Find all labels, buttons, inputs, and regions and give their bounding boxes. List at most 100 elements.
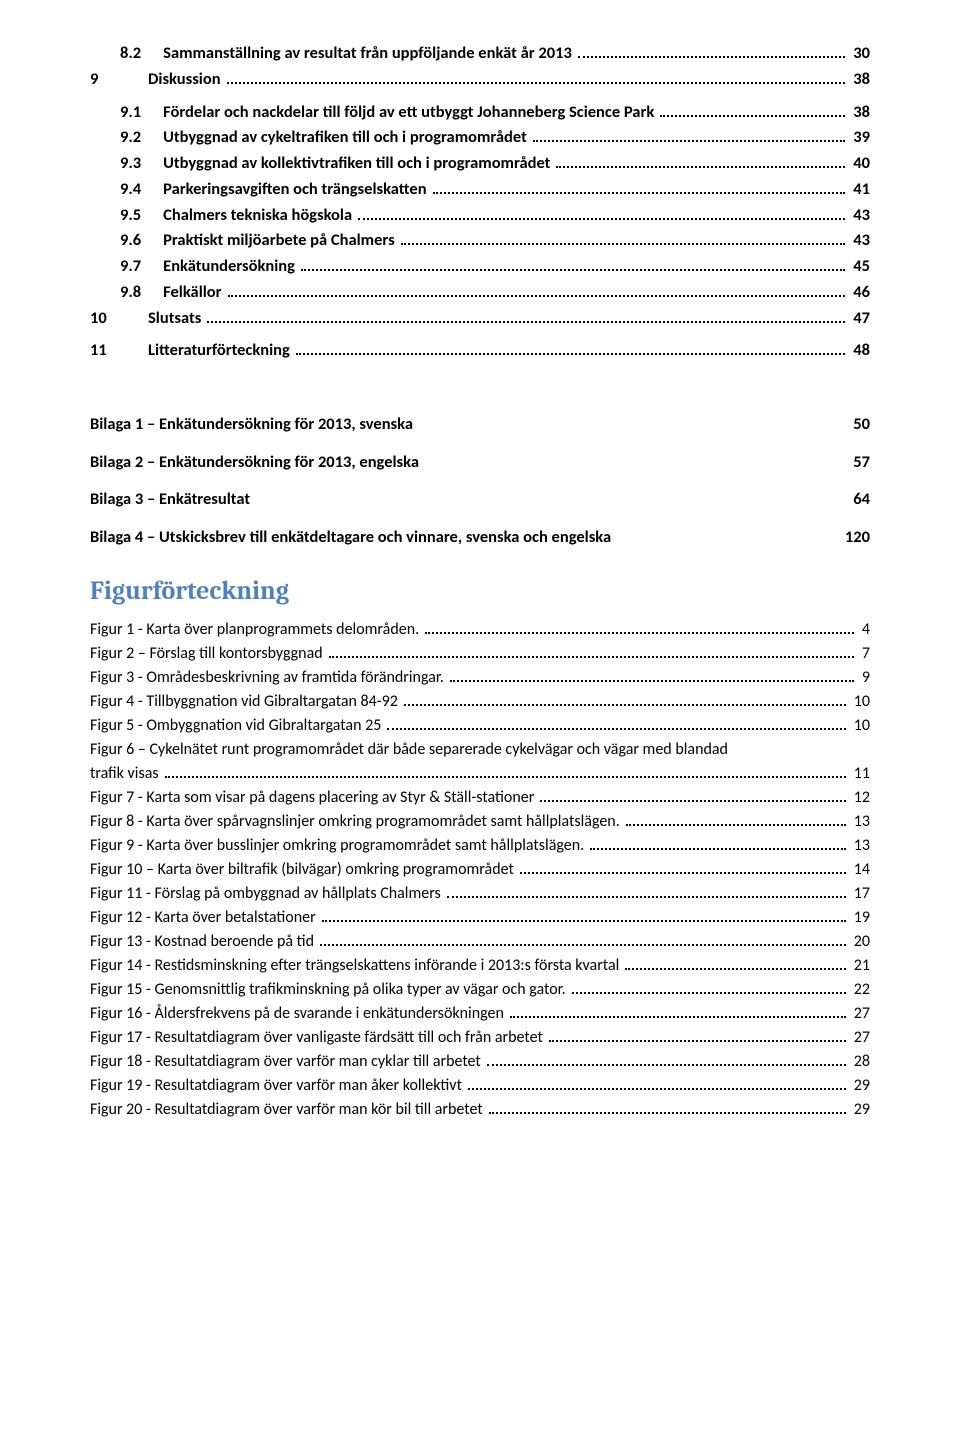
figure-entry: Figur 15 - Genomsnittlig trafikminskning… [90,978,870,1002]
figure-leader [165,763,846,778]
figure-label: Figur 17 - Resultatdiagram över vanligas… [90,1026,543,1050]
figure-leader [450,667,854,682]
figure-label-line2: trafik visas [90,762,159,786]
toc-label: Parkeringsavgiften och trängselskatten [163,177,426,202]
figure-label: Figur 2 – Förslag till kontorsbyggnad [90,642,323,666]
toc-number: 9.5 [120,203,141,228]
toc-label: Sammanställning av resultat från uppfölj… [163,41,572,66]
toc-page: 45 [849,254,870,279]
figure-label: Figur 1 - Karta över planprogrammets del… [90,618,419,642]
toc-leader [207,307,845,322]
figure-label-line1: Figur 6 – Cykelnätet runt programområdet… [90,738,870,762]
figure-entry: Figur 11 - Förslag på ombyggnad av hållp… [90,882,870,906]
toc-entry: 11Litteraturförteckning48 [90,338,870,363]
figure-leader [387,715,845,730]
toc-page: 43 [849,228,870,253]
toc-page: 38 [849,100,870,125]
figure-page: 10 [850,690,870,714]
figure-entry: Figur 3 - Områdesbeskrivning av framtida… [90,666,870,690]
toc-entry: 9.7Enkätundersökning45 [90,254,870,279]
figure-label: Figur 20 - Resultatdiagram över varför m… [90,1098,483,1122]
appendix-page: 50 [853,412,870,438]
toc-leader [401,230,846,245]
figure-label: Figur 4 - Tillbyggnation vid Gibraltarga… [90,690,398,714]
toc-page: 48 [849,338,870,363]
figure-label: Figur 15 - Genomsnittlig trafikminskning… [90,978,566,1002]
figure-entry: Figur 4 - Tillbyggnation vid Gibraltarga… [90,690,870,714]
toc-page: 39 [849,125,870,150]
toc-number: 9.1 [120,100,141,125]
figure-page: 28 [850,1050,870,1074]
toc-label: Utbyggnad av kollektivtrafiken till och … [163,151,550,176]
figure-leader [468,1075,846,1090]
toc-number: 9.3 [120,151,141,176]
appendix-section: Bilaga 1 – Enkätundersökning för 2013, s… [90,412,870,550]
figure-page: 20 [850,930,870,954]
figure-page: 27 [850,1026,870,1050]
figure-label: Figur 19 - Resultatdiagram över varför m… [90,1074,462,1098]
toc-label: Slutsats [148,306,201,331]
toc-entry: 9.1Fördelar och nackdelar till följd av … [90,100,870,125]
figure-page: 21 [850,954,870,978]
toc-label: Enkätundersökning [163,254,295,279]
toc-section: 8.2Sammanställning av resultat från uppf… [90,41,870,370]
figure-page: 9 [858,666,870,690]
figure-leader [590,835,846,850]
figure-entry: Figur 17 - Resultatdiagram över vanligas… [90,1026,870,1050]
figure-entry: Figur 16 - Åldersfrekvens på de svarande… [90,1002,870,1026]
toc-page: 38 [849,67,870,92]
figure-label: Figur 9 - Karta över busslinjer omkring … [90,834,584,858]
figure-page: 17 [850,882,870,906]
toc-page: 43 [849,203,870,228]
figure-page: 4 [858,618,870,642]
figure-entry: Figur 6 – Cykelnätet runt programområdet… [90,738,870,786]
toc-page: 40 [849,151,870,176]
figure-leader [540,787,845,802]
appendix-page: 64 [853,487,870,513]
toc-page: 46 [849,280,870,305]
toc-entry: 9Diskussion38 [90,67,870,92]
figure-label: Figur 3 - Områdesbeskrivning av framtida… [90,666,444,690]
figure-entry: Figur 18 - Resultatdiagram över varför m… [90,1050,870,1074]
toc-leader [301,256,845,271]
figure-label: Figur 5 - Ombyggnation vid Gibraltargata… [90,714,381,738]
appendix-label: Bilaga 3 – Enkätresultat [90,487,853,513]
figure-page: 7 [858,642,870,666]
appendix-label: Bilaga 4 – Utskicksbrev till enkätdeltag… [90,525,845,551]
toc-entry: 9.3 Utbyggnad av kollektivtrafiken till o… [90,151,870,176]
document-page: 8.2Sammanställning av resultat från uppf… [0,0,960,1162]
figure-leader [447,883,846,898]
figure-page: 14 [850,858,870,882]
figure-page: 13 [850,834,870,858]
figure-entry: Figur 10 – Karta över biltrafik (bilväga… [90,858,870,882]
appendix-page: 57 [853,450,870,476]
toc-leader [227,69,846,84]
toc-number: 11 [90,338,130,363]
figure-leader [487,1051,846,1066]
toc-entry: 9.5Chalmers tekniska högskola43 [90,203,870,228]
figure-entry: Figur 19 - Resultatdiagram över varför m… [90,1074,870,1098]
figure-label: Figur 13 - Kostnad beroende på tid [90,930,314,954]
figure-label: Figur 18 - Resultatdiagram över varför m… [90,1050,481,1074]
figure-list-heading: Figurförteckning [90,576,870,606]
toc-entry: 10Slutsats47 [90,306,870,331]
toc-entry: 9.6Praktiskt miljöarbete på Chalmers43 [90,228,870,253]
figure-page: 22 [850,978,870,1002]
figure-leader [425,619,854,634]
figure-list-section: Figur 1 - Karta över planprogrammets del… [90,618,870,1122]
toc-page: 30 [849,41,870,66]
figure-leader [404,691,846,706]
figure-leader [572,979,846,994]
figure-entry: Figur 5 - Ombyggnation vid Gibraltargata… [90,714,870,738]
figure-page: 12 [850,786,870,810]
figure-leader [625,955,846,970]
toc-label: Utbyggnad av cykeltrafiken till och i pr… [163,125,527,150]
figure-leader [626,811,846,826]
toc-number: 10 [90,306,130,331]
toc-label: Felkällor [163,280,221,305]
figure-label: Figur 8 - Karta över spårvagnslinjer omk… [90,810,620,834]
toc-leader [556,153,845,168]
figure-leader [322,907,846,922]
figure-label: Figur 14 - Restidsminskning efter trängs… [90,954,619,978]
figure-entry: Figur 7 - Karta som visar på dagens plac… [90,786,870,810]
